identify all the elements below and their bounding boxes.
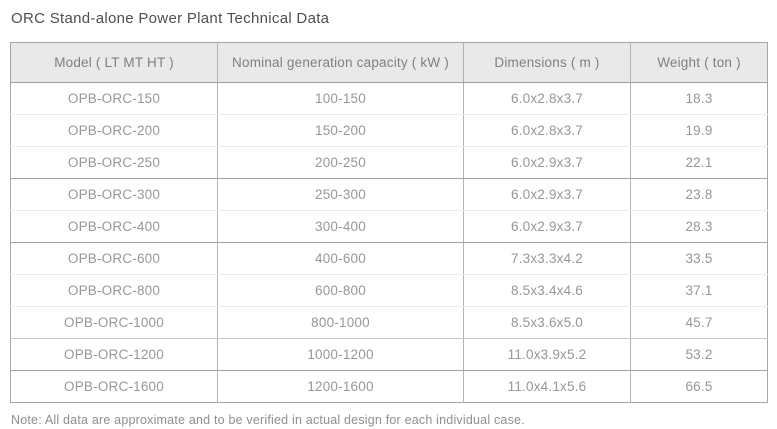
cell-weight: 53.2: [630, 338, 768, 371]
cell-capacity: 1200-1600: [217, 370, 464, 403]
technical-data-table: Model ( LT MT HT ) Nominal generation ca…: [10, 42, 768, 403]
page-title: ORC Stand-alone Power Plant Technical Da…: [11, 10, 330, 27]
table-row: OPB-ORC-600 400-600 7.3x3.3x4.2 33.5: [10, 242, 768, 275]
cell-dimensions: 6.0x2.8x3.7: [463, 114, 631, 147]
cell-weight: 33.5: [630, 242, 768, 275]
table-header-row: Model ( LT MT HT ) Nominal generation ca…: [10, 42, 768, 83]
cell-dimensions: 11.0x4.1x5.6: [463, 370, 631, 403]
cell-capacity: 150-200: [217, 114, 464, 147]
table-row: OPB-ORC-1200 1000-1200 11.0x3.9x5.2 53.2: [10, 338, 768, 371]
cell-capacity: 250-300: [217, 178, 464, 211]
cell-dimensions: 6.0x2.8x3.7: [463, 82, 631, 115]
table-row: OPB-ORC-800 600-800 8.5x3.4x4.6 37.1: [10, 274, 768, 307]
cell-model: OPB-ORC-300: [10, 178, 218, 211]
cell-capacity: 100-150: [217, 82, 464, 115]
table-row: OPB-ORC-200 150-200 6.0x2.8x3.7 19.9: [10, 114, 768, 147]
cell-model: OPB-ORC-250: [10, 146, 218, 179]
cell-dimensions: 6.0x2.9x3.7: [463, 178, 631, 211]
cell-model: OPB-ORC-1200: [10, 338, 218, 371]
header-cell-capacity: Nominal generation capacity ( kW ): [217, 42, 464, 83]
cell-model: OPB-ORC-1600: [10, 370, 218, 403]
cell-weight: 18.3: [630, 82, 768, 115]
cell-weight: 37.1: [630, 274, 768, 307]
cell-capacity: 600-800: [217, 274, 464, 307]
cell-capacity: 200-250: [217, 146, 464, 179]
cell-capacity: 1000-1200: [217, 338, 464, 371]
header-cell-model: Model ( LT MT HT ): [10, 42, 218, 83]
header-cell-weight: Weight ( ton ): [630, 42, 768, 83]
cell-weight: 22.1: [630, 146, 768, 179]
cell-dimensions: 6.0x2.9x3.7: [463, 146, 631, 179]
cell-model: OPB-ORC-400: [10, 210, 218, 243]
cell-dimensions: 6.0x2.9x3.7: [463, 210, 631, 243]
cell-model: OPB-ORC-150: [10, 82, 218, 115]
table-row: OPB-ORC-250 200-250 6.0x2.9x3.7 22.1: [10, 146, 768, 179]
table-row: OPB-ORC-400 300-400 6.0x2.9x3.7 28.3: [10, 210, 768, 243]
cell-model: OPB-ORC-200: [10, 114, 218, 147]
cell-weight: 23.8: [630, 178, 768, 211]
cell-dimensions: 8.5x3.4x4.6: [463, 274, 631, 307]
cell-model: OPB-ORC-600: [10, 242, 218, 275]
cell-dimensions: 7.3x3.3x4.2: [463, 242, 631, 275]
cell-capacity: 400-600: [217, 242, 464, 275]
cell-weight: 28.3: [630, 210, 768, 243]
cell-dimensions: 11.0x3.9x5.2: [463, 338, 631, 371]
table-row: OPB-ORC-150 100-150 6.0x2.8x3.7 18.3: [10, 82, 768, 115]
note-text: Note: All data are approximate and to be…: [11, 413, 525, 427]
cell-weight: 19.9: [630, 114, 768, 147]
table-row: OPB-ORC-1600 1200-1600 11.0x4.1x5.6 66.5: [10, 370, 768, 403]
cell-weight: 45.7: [630, 306, 768, 339]
table-row: OPB-ORC-300 250-300 6.0x2.9x3.7 23.8: [10, 178, 768, 211]
cell-dimensions: 8.5x3.6x5.0: [463, 306, 631, 339]
table-body: OPB-ORC-150 100-150 6.0x2.8x3.7 18.3 OPB-ORC…: [10, 82, 768, 403]
cell-capacity: 300-400: [217, 210, 464, 243]
cell-model: OPB-ORC-1000: [10, 306, 218, 339]
cell-weight: 66.5: [685, 379, 713, 394]
cell-model: OPB-ORC-800: [10, 274, 218, 307]
header-cell-dimensions: Dimensions ( m ): [463, 42, 631, 83]
cell-capacity: 800-1000: [217, 306, 464, 339]
table-row: OPB-ORC-1000 800-1000 8.5x3.6x5.0 45.7: [10, 306, 768, 339]
